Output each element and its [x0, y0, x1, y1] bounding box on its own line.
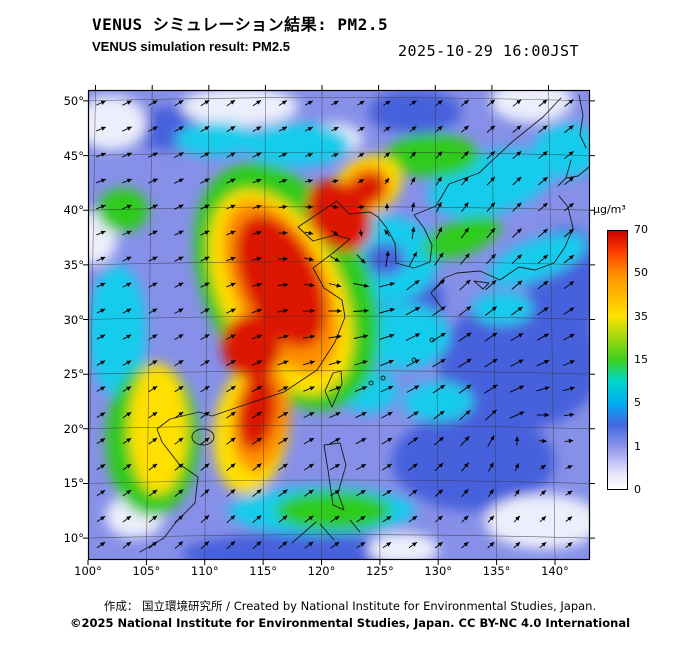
heat-region: [245, 122, 351, 167]
y-axis-tick: 35°: [63, 257, 84, 272]
map-canvas: [83, 85, 595, 565]
colorbar-tick: 15: [634, 353, 648, 366]
colorbar-unit-label: µg/m³: [593, 203, 626, 216]
footer-license: ©2025 National Institute for Environment…: [69, 616, 631, 630]
coastline-ryukyu-islands: [368, 337, 435, 386]
y-axis-tick: 20°: [63, 421, 84, 436]
y-axis-tick: 30°: [63, 312, 84, 327]
x-axis-tick: 100°: [74, 564, 102, 578]
x-axis-tick: 105°: [132, 564, 161, 578]
x-axis-tick: 140°: [541, 564, 569, 578]
wind-arrow-shafts: [95, 99, 575, 550]
heat-region: [484, 494, 590, 549]
x-axis-tick: 115°: [249, 564, 277, 578]
page-title-japanese: VENUS シミュレーション結果: PM2.5: [92, 15, 389, 34]
heat-region: [534, 122, 590, 178]
heat-region: [350, 172, 387, 205]
heatmap-layer: [88, 90, 590, 560]
heat-region: [391, 412, 555, 511]
y-axis-tick: 10°: [63, 531, 84, 546]
heat-region: [385, 133, 480, 178]
map-frame: [87, 89, 591, 561]
coastline-japan-hokkaido: [557, 159, 590, 187]
coastline-philippines-islands: [291, 519, 361, 544]
grid-layer: [88, 90, 590, 560]
coastline-hainan: [191, 428, 215, 446]
heat-region: [181, 532, 415, 560]
page-title-english: VENUS simulation result: PM2.5: [92, 39, 290, 54]
heat-region: [181, 90, 299, 127]
x-axis-tick: 125°: [366, 564, 394, 578]
heat-region: [487, 233, 588, 286]
heat-region: [274, 491, 392, 531]
simulation-timestamp: 2025-10-29 16:00JST: [398, 42, 580, 60]
colorbar-tick: 1: [634, 439, 641, 453]
heat-region: [365, 243, 406, 276]
colorbar-tick: 35: [634, 309, 648, 323]
coastline-sakhalin: [578, 94, 587, 149]
heat-region: [490, 90, 573, 123]
y-axis-tick: 50°: [63, 93, 84, 108]
coastline-layer: [139, 94, 590, 553]
y-axis-tick: 45°: [63, 148, 84, 163]
heat-region: [237, 374, 277, 451]
heat-region: [356, 303, 450, 369]
colorbar-tick: 70: [634, 223, 648, 236]
x-axis-tick: 130°: [424, 564, 453, 578]
x-axis-tick: 120°: [307, 564, 336, 578]
heat-region: [235, 215, 326, 348]
coastline-shikoku: [473, 280, 490, 290]
heat-region: [221, 314, 281, 380]
heat-region: [97, 188, 149, 233]
y-axis-tick: 15°: [63, 476, 84, 491]
colorbar: [607, 230, 628, 490]
heat-region: [403, 381, 474, 422]
heat-region: [472, 292, 533, 325]
x-axis-tick: 135°: [482, 564, 511, 578]
coastline-taiwan: [324, 370, 343, 408]
colorbar-tick: 50: [634, 266, 648, 280]
coastline-luzon: [323, 442, 347, 511]
footer-credit: 作成： 国立環境研究所 / Created by National Instit…: [103, 599, 597, 613]
heat-region: [368, 532, 439, 560]
wind-arrows-layer: [95, 99, 575, 550]
axis-ticks: [83, 85, 595, 565]
heat-region: [175, 121, 258, 157]
coastline-mainland-asia: [139, 97, 562, 553]
coastline-japan-honshu: [430, 195, 574, 308]
y-axis-tick: 40°: [63, 203, 84, 218]
colorbar-tick: 5: [634, 396, 641, 410]
heat-region: [88, 95, 147, 151]
heat-region: [368, 90, 462, 134]
heat-region: [128, 363, 188, 495]
y-axis-tick: 25°: [63, 367, 84, 382]
map-plot: [83, 85, 595, 565]
colorbar-tick: 0: [634, 483, 641, 496]
x-axis-tick: 110°: [190, 564, 219, 578]
